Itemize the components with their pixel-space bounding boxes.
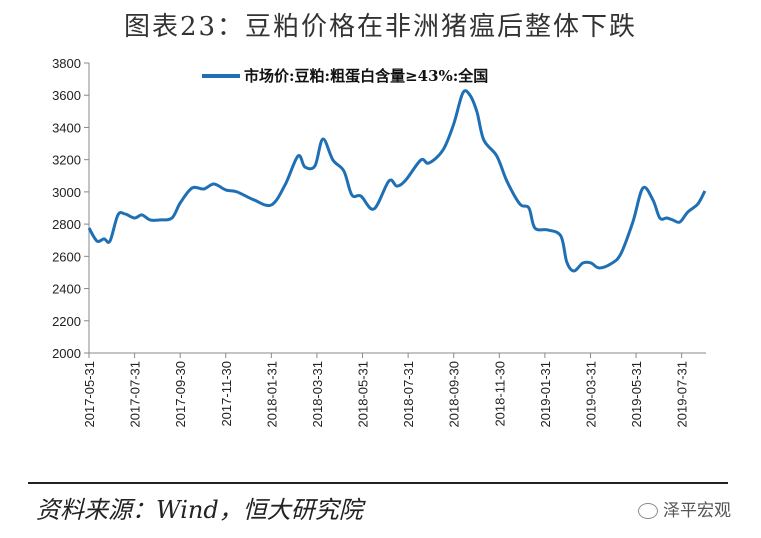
x-tick-label: 2018-03-31 [310,361,325,428]
watermark: 泽平宏观 [638,496,731,521]
x-tick-label: 2017-07-31 [128,361,143,428]
x-tick-label: 2019-07-31 [675,361,690,428]
y-tick-label: 2600 [52,249,81,264]
x-tick-label: 2017-09-30 [173,361,188,428]
y-tick-label: 3200 [52,153,81,168]
y-tick-label: 3400 [52,120,81,135]
x-tick-label: 2019-01-31 [538,361,553,428]
wechat-icon [638,503,658,519]
x-tick-label: 2018-05-31 [356,361,371,428]
source-note: 资料来源：Wind，恒大研究院 [36,496,363,524]
legend-label: 市场价:豆粕:粗蛋白含量≥43%:全国 [244,67,488,85]
legend: 市场价:豆粕:粗蛋白含量≥43%:全国 [202,67,488,85]
x-tick-label: 2018-09-30 [447,361,462,428]
y-tick-label: 3800 [52,56,81,71]
y-tick-label: 2000 [52,346,81,361]
y-tick-label: 2200 [52,314,81,329]
divider [28,482,728,484]
y-tick-label: 3600 [52,88,81,103]
y-tick-label: 3000 [52,185,81,200]
chart-title: 图表23：豆粕价格在非洲猪瘟后整体下跌 [123,12,638,42]
x-tick-label: 2018-11-30 [492,361,507,427]
x-tick-label: 2018-01-31 [264,361,279,428]
x-tick-label: 2019-05-31 [629,361,644,428]
y-tick-label: 2800 [52,217,81,232]
y-tick-label: 2400 [52,282,81,297]
x-tick-label: 2017-05-31 [82,361,97,428]
x-tick-label: 2017-11-30 [219,361,234,427]
x-tick-label: 2019-03-31 [583,361,598,428]
watermark-text: 泽平宏观 [663,501,731,521]
line-chart: 2000 2200 2400 2600 2800 3000 3200 3400 3600 3800… [52,56,707,428]
x-tick-label: 2018-07-31 [401,361,416,428]
series-line-0 [87,89,707,273]
